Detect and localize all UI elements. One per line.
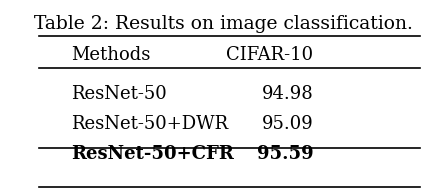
Text: 95.09: 95.09 — [261, 115, 313, 133]
Text: ResNet-50+CFR: ResNet-50+CFR — [71, 145, 234, 163]
Text: Table 2: Results on image classification.: Table 2: Results on image classification… — [33, 15, 413, 33]
Text: 94.98: 94.98 — [261, 85, 313, 103]
Text: ResNet-50+DWR: ResNet-50+DWR — [71, 115, 228, 133]
Text: ResNet-50: ResNet-50 — [71, 85, 167, 103]
Text: Methods: Methods — [71, 46, 151, 64]
Text: 95.59: 95.59 — [256, 145, 313, 163]
Text: CIFAR-10: CIFAR-10 — [226, 46, 313, 64]
